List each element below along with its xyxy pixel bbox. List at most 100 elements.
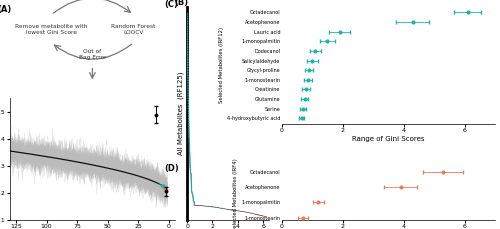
Point <box>184 33 192 37</box>
Point <box>184 79 192 82</box>
Point <box>186 139 194 143</box>
Point <box>184 108 192 112</box>
Point <box>183 26 191 30</box>
Point <box>184 66 192 69</box>
Point <box>184 64 192 68</box>
Point <box>184 100 192 104</box>
Point <box>186 149 194 153</box>
Text: Random Forest
LOOCV: Random Forest LOOCV <box>112 24 156 35</box>
Point <box>187 172 195 176</box>
Point <box>187 179 195 182</box>
Point <box>184 116 192 120</box>
Point <box>184 118 192 122</box>
Point <box>188 188 196 192</box>
Point <box>184 67 192 71</box>
Point <box>188 194 196 197</box>
Point <box>184 35 192 38</box>
Point <box>208 205 216 209</box>
Point <box>184 38 192 41</box>
Point <box>183 25 191 28</box>
Point <box>184 85 192 89</box>
Point <box>186 162 194 166</box>
Point <box>184 80 192 84</box>
Point <box>184 87 192 91</box>
Point <box>186 153 194 156</box>
Point <box>186 147 194 151</box>
Point <box>248 211 256 215</box>
Point <box>184 39 192 43</box>
Point <box>185 120 193 123</box>
Point <box>186 166 194 169</box>
Point <box>189 195 197 199</box>
Point <box>184 41 192 45</box>
Point <box>185 136 193 140</box>
Point <box>185 121 193 125</box>
Point <box>184 98 192 102</box>
Point <box>186 167 194 171</box>
Point <box>190 202 198 205</box>
Point <box>187 175 195 179</box>
Point <box>185 130 193 133</box>
Point <box>183 16 191 20</box>
Point <box>188 187 196 191</box>
Point <box>184 97 192 101</box>
Point <box>184 43 192 46</box>
Y-axis label: All Metabolites  (RF125): All Metabolites (RF125) <box>178 72 184 155</box>
Point <box>190 203 198 207</box>
Point <box>186 154 194 158</box>
Point <box>183 20 191 23</box>
Point <box>185 128 193 132</box>
Point <box>184 115 192 118</box>
Point <box>188 185 196 189</box>
Text: Remove metabolite with
lowest Gini Score: Remove metabolite with lowest Gini Score <box>15 24 88 35</box>
Point <box>188 184 196 187</box>
Text: (D): (D) <box>164 164 179 173</box>
Point <box>184 61 192 64</box>
Point <box>186 146 194 150</box>
Point <box>184 59 192 63</box>
Point <box>184 30 192 33</box>
Point <box>188 180 196 184</box>
Point <box>188 192 196 196</box>
Point <box>262 215 270 218</box>
Point <box>186 171 194 174</box>
Point <box>185 131 193 135</box>
Point <box>184 74 192 77</box>
Point <box>185 134 193 138</box>
Point <box>188 190 196 194</box>
Point <box>184 76 192 79</box>
Point <box>184 48 192 51</box>
Point <box>186 144 194 148</box>
Point <box>186 156 194 159</box>
Point <box>184 46 192 50</box>
Point <box>186 157 194 161</box>
Point <box>185 133 193 136</box>
Text: Out of
Bag Error: Out of Bag Error <box>78 49 106 60</box>
X-axis label: Range of Gini Scores: Range of Gini Scores <box>352 136 424 142</box>
Point <box>186 159 194 163</box>
Point <box>183 13 191 17</box>
Point <box>184 90 192 94</box>
Point <box>184 72 192 76</box>
Point <box>186 161 194 164</box>
Point <box>184 102 192 105</box>
Point <box>184 28 192 32</box>
Point <box>186 141 194 145</box>
Y-axis label: Selected Metabolites (IRF12): Selected Metabolites (IRF12) <box>219 27 224 104</box>
Text: (A): (A) <box>0 5 11 14</box>
Point <box>189 197 197 200</box>
Point <box>184 51 192 55</box>
Point <box>188 182 196 186</box>
Point <box>184 54 192 58</box>
Point <box>240 210 248 213</box>
Point <box>184 89 192 92</box>
Point <box>184 69 192 73</box>
Point <box>186 138 194 141</box>
Point <box>185 126 193 130</box>
Point <box>184 103 192 107</box>
Point <box>184 36 192 40</box>
Point <box>190 198 198 202</box>
Point <box>184 84 192 87</box>
Point <box>184 62 192 66</box>
Point <box>184 71 192 74</box>
